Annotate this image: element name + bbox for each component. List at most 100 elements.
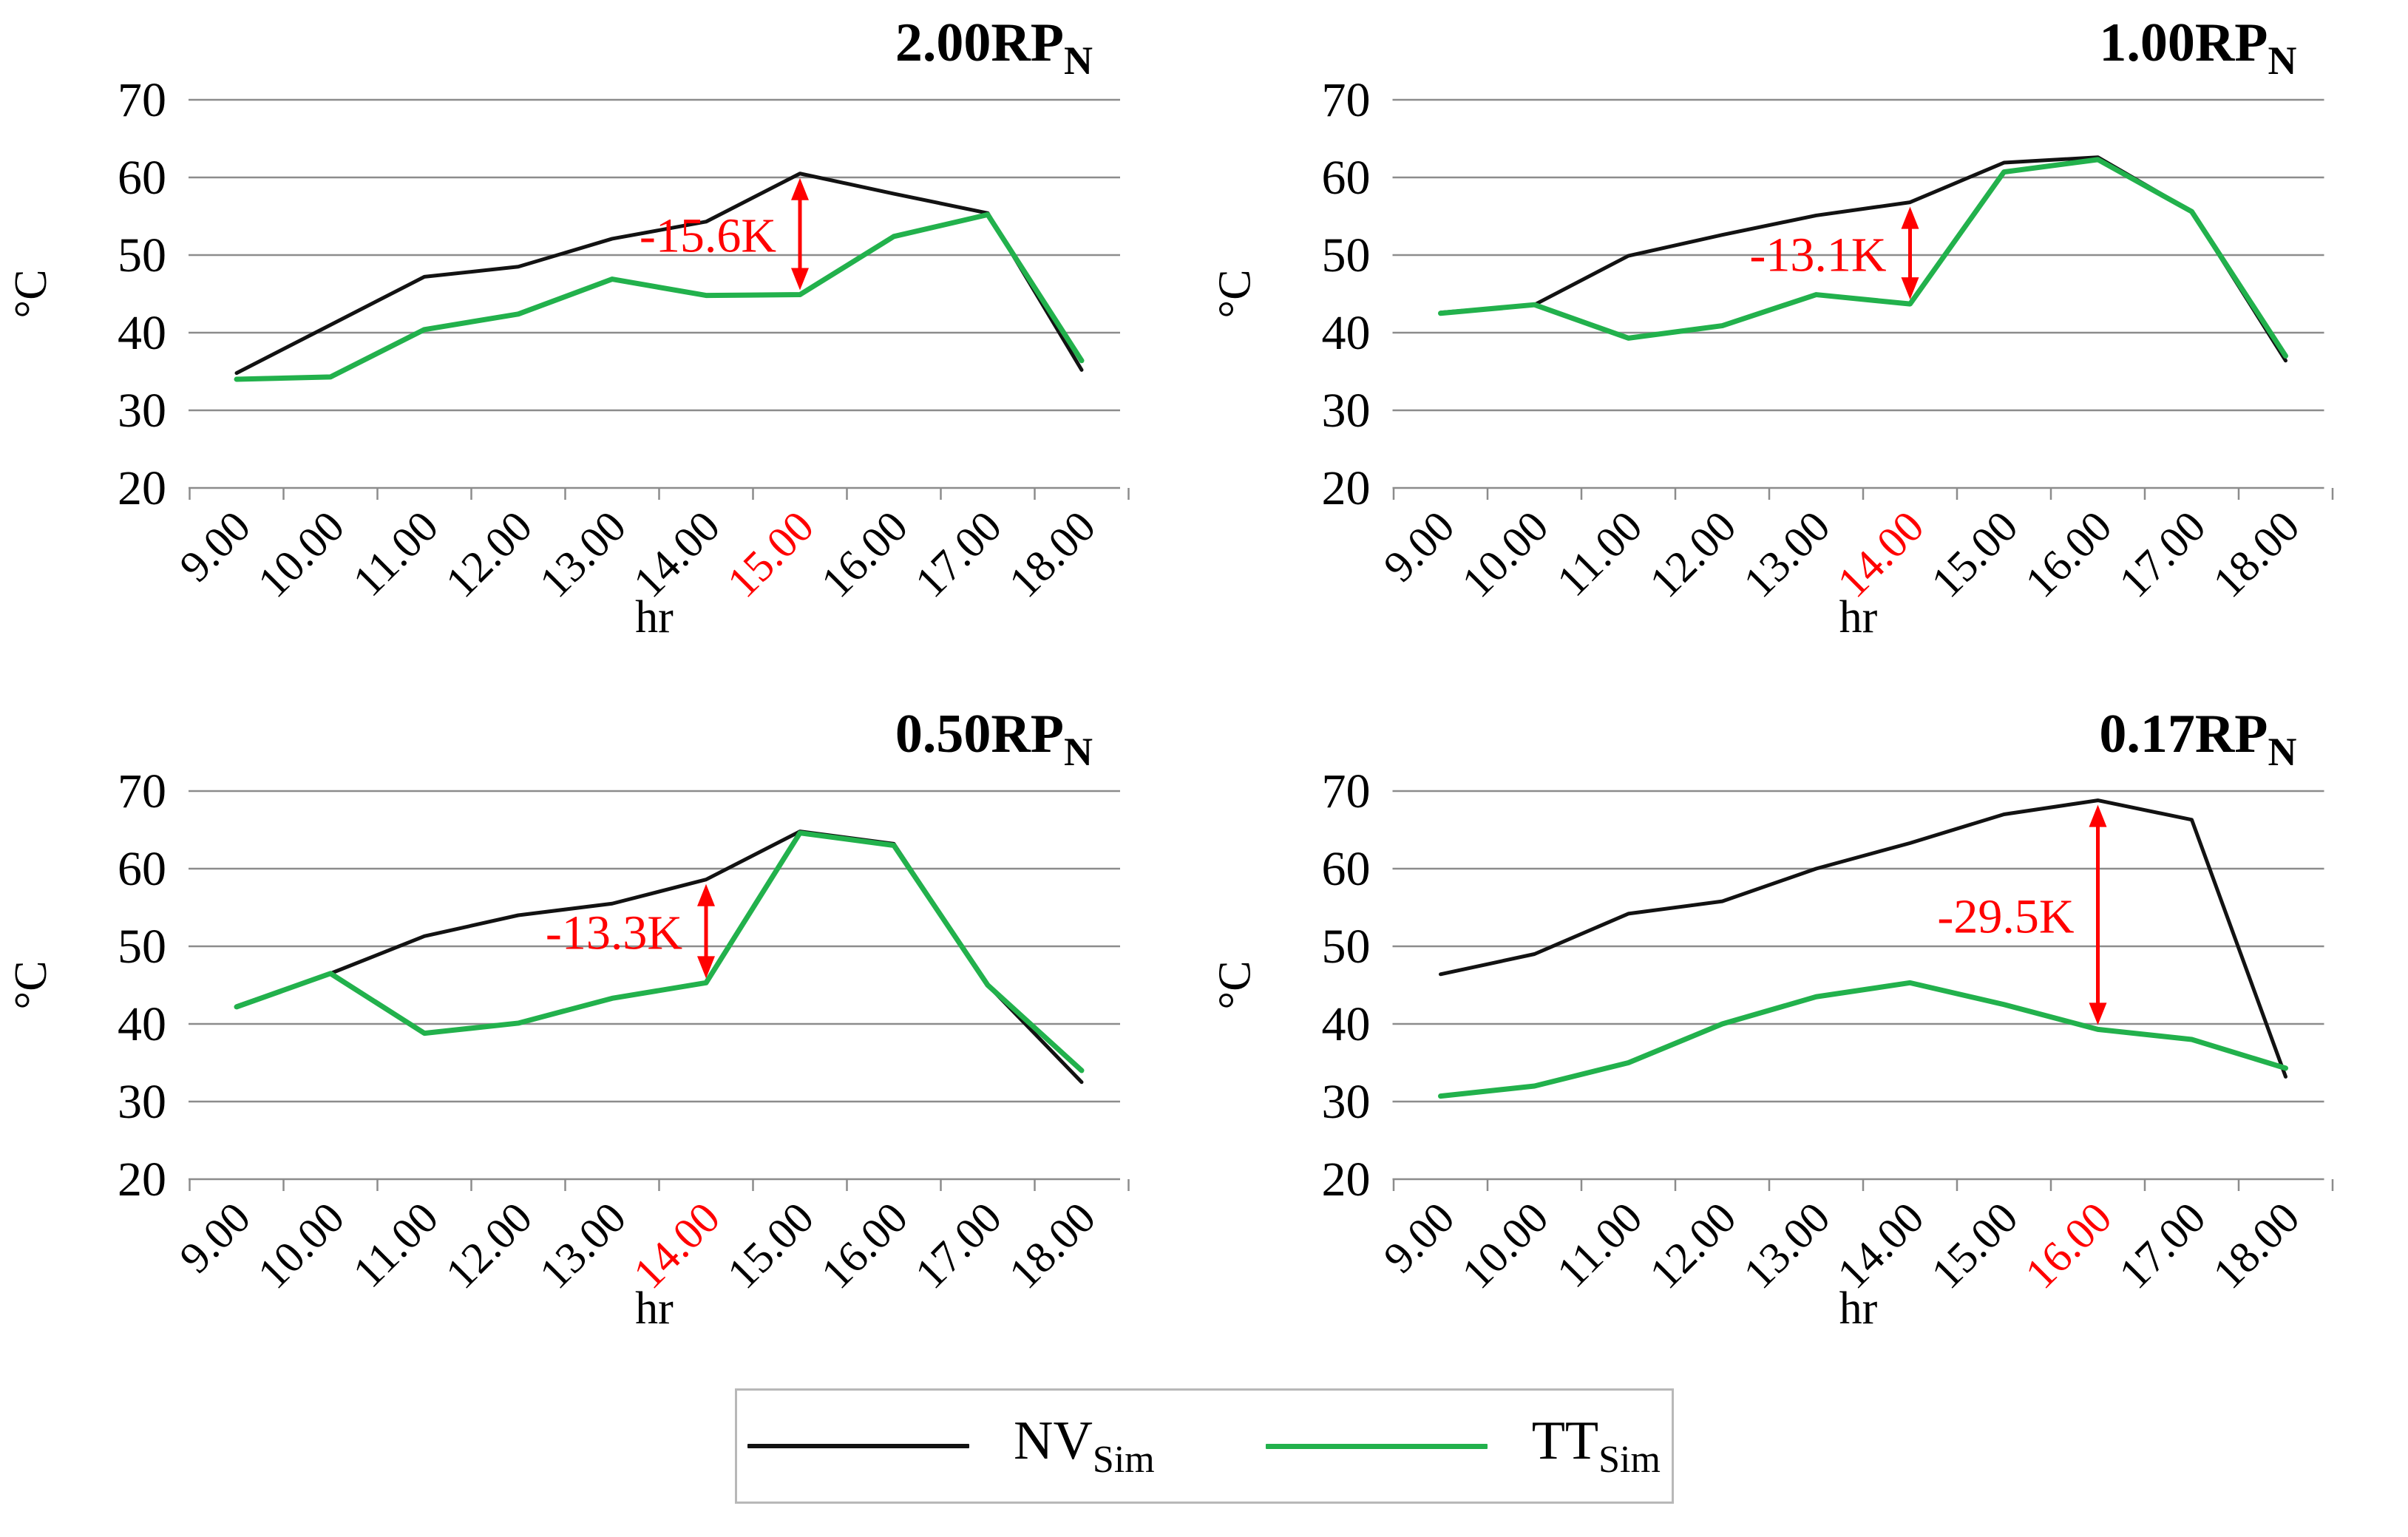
x-tick-label: 15.00 (718, 502, 823, 607)
x-tick-label: 18.00 (1000, 502, 1105, 607)
x-tick-label: 13.00 (530, 1193, 635, 1298)
legend: NVSim TTSim (734, 1388, 1674, 1504)
legend-label-nv: NVSim (1014, 1410, 1155, 1481)
annotation-label: -13.3K (546, 906, 682, 960)
x-tick-label: 12.00 (436, 1193, 541, 1298)
x-tick-label: 11.00 (1547, 1193, 1652, 1297)
x-tick-label: 18.00 (2204, 1193, 2309, 1298)
y-tick-label: 70 (1322, 73, 1371, 127)
x-tick-label: 15.00 (718, 1193, 823, 1298)
x-tick-label: 12.00 (1641, 502, 1746, 607)
x-tick-label: 13.00 (1734, 1193, 1839, 1298)
y-tick-label: 60 (118, 151, 166, 205)
x-axis-title: hr (1839, 592, 1878, 642)
y-tick-label: 30 (118, 1075, 166, 1129)
y-tick-label: 30 (1322, 384, 1371, 438)
x-tick-label: 17.00 (2110, 1193, 2215, 1298)
y-tick-label: 60 (118, 842, 166, 896)
x-tick-label: 18.00 (1000, 1193, 1105, 1298)
y-tick-label: 60 (1322, 842, 1371, 896)
panel-title: 1.00RPN (2099, 13, 2296, 83)
annotation-label: -15.6K (640, 209, 776, 263)
y-axis-title: °C (6, 269, 56, 318)
x-tick-label: 17.00 (2110, 502, 2215, 607)
y-tick-label: 20 (1322, 1153, 1371, 1207)
x-tick-label: 11.00 (344, 1193, 448, 1297)
y-tick-label: 20 (118, 1153, 166, 1207)
chart-0.50RPN: 70 60 50 40 30 209.0010.0011.0012.0013.0014.0… (6, 704, 1130, 1334)
x-tick-label: 11.00 (344, 502, 448, 606)
y-tick-label: 70 (118, 73, 166, 127)
legend-label-nv-sub: Sim (1092, 1438, 1155, 1481)
y-tick-label: 40 (118, 306, 166, 360)
y-tick-label: 20 (1322, 461, 1371, 515)
annotation-arrowhead-up (1901, 206, 1919, 229)
y-tick-label: 40 (1322, 997, 1371, 1051)
x-tick-label: 14.00 (1828, 502, 1933, 607)
x-tick-label: 17.00 (906, 1193, 1011, 1298)
x-tick-label: 15.00 (1922, 1193, 2027, 1298)
tt-sim-line (1438, 157, 2288, 359)
x-tick-label: 9.00 (1374, 502, 1464, 591)
legend-row: NVSim TTSim (0, 1388, 2408, 1504)
panel-title: 2.00RPN (895, 13, 1093, 83)
legend-item-nv: NVSim (747, 1414, 1155, 1479)
annotation-label: -13.1K (1749, 228, 1886, 282)
chart-panel-3: 70 60 50 40 30 20 9.00 10.00 11.00 12.00 13.00 14.0… (0, 691, 1204, 1382)
x-tick-label: 17.00 (906, 502, 1011, 607)
x-tick-label: 11.00 (1547, 502, 1652, 606)
y-tick-label: 70 (1322, 764, 1371, 818)
y-tick-label: 70 (118, 764, 166, 818)
nv-sim-line (1439, 798, 2287, 1079)
x-tick-label: 14.00 (624, 1193, 729, 1298)
y-axis-title: °C (1210, 960, 1261, 1009)
x-tick-label: 16.00 (2016, 1193, 2121, 1298)
x-tick-label: 10.00 (248, 502, 353, 607)
annotation-arrowhead-down (1901, 277, 1919, 300)
tt-sim-line (1438, 980, 2288, 1099)
y-tick-label: 50 (1322, 228, 1371, 282)
x-tick-label: 9.00 (170, 1193, 260, 1283)
y-axis-title: °C (1210, 269, 1261, 318)
x-axis-title: hr (635, 592, 674, 642)
y-tick-label: 60 (1322, 151, 1371, 205)
x-axis-title: hr (1839, 1283, 1878, 1334)
annotation-arrowhead-up (791, 177, 809, 200)
y-tick-label: 30 (118, 384, 166, 438)
chart-panel-2: 70 60 50 40 30 20 9.00 10.00 11.00 12.00 13.00 14.0… (1204, 0, 2408, 691)
y-tick-label: 20 (118, 461, 166, 515)
annotation-arrowhead-down (697, 956, 715, 979)
nv-line-swatch (747, 1444, 970, 1448)
legend-label-tt-sub: Sim (1598, 1438, 1661, 1481)
y-tick-label: 40 (118, 997, 166, 1051)
annotation-arrowhead-up (697, 883, 715, 906)
x-tick-label: 16.00 (812, 1193, 917, 1298)
x-tick-label: 15.00 (1922, 502, 2027, 607)
annotation-arrowhead-down (791, 268, 809, 291)
chart-panel-4: 70 60 50 40 30 20 9.00 10.00 11.00 12.00 13.00 14.0… (1204, 691, 2408, 1382)
panel-title: 0.50RPN (895, 704, 1093, 774)
x-tick-label: 10.00 (1453, 1193, 1558, 1298)
tt-sim-line (234, 211, 1085, 382)
panel-title: 0.17RPN (2099, 704, 2296, 774)
annotation-label: -29.5K (1937, 889, 2074, 943)
x-tick-label: 9.00 (170, 502, 260, 591)
y-tick-label: 50 (118, 228, 166, 282)
y-tick-label: 50 (1322, 920, 1371, 974)
chart-1.00RPN: 70 60 50 40 30 209.0010.0011.0012.0013.0014.0… (1210, 13, 2334, 642)
x-tick-label: 12.00 (1641, 1193, 1746, 1298)
y-tick-label: 30 (1322, 1075, 1371, 1129)
nv-sim-line (234, 172, 1084, 376)
x-tick-label: 14.00 (1828, 1193, 1933, 1298)
x-tick-label: 16.00 (812, 502, 917, 607)
chart-0.17RPN: 70 60 50 40 30 209.0010.0011.0012.0013.0014.0… (1210, 704, 2334, 1334)
y-tick-label: 50 (118, 920, 166, 974)
annotation-arrowhead-up (2089, 804, 2107, 827)
annotation-arrowhead-down (2089, 1002, 2107, 1025)
legend-label-tt: TTSim (1531, 1410, 1661, 1481)
x-tick-label: 13.00 (1734, 502, 1839, 607)
tt-line-swatch (1265, 1443, 1488, 1449)
x-tick-label: 9.00 (1374, 1193, 1464, 1283)
chart-2.00RPN: 70 60 50 40 30 209.0010.0011.0012.0013.0014.0… (6, 13, 1130, 642)
tt-sim-line (234, 830, 1085, 1073)
